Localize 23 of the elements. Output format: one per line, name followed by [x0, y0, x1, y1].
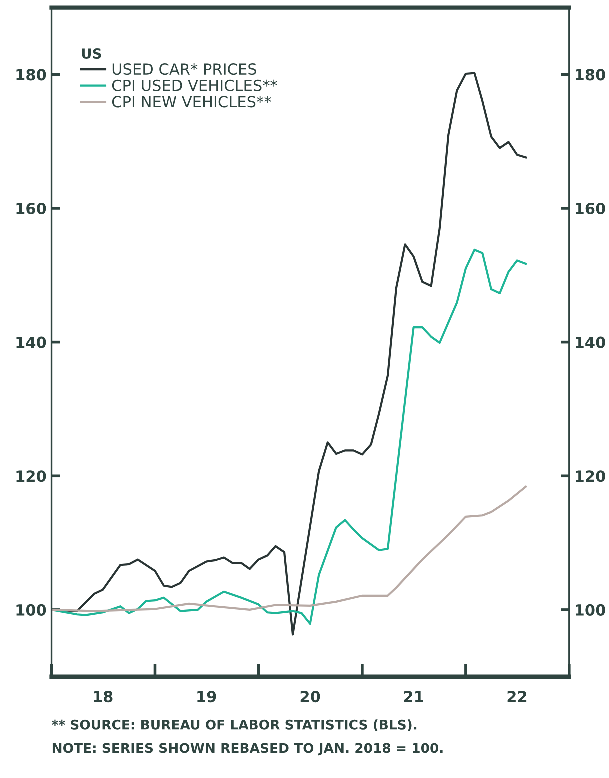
x-tick-label: 22 — [508, 691, 527, 702]
y2-tick-label: 100 — [576, 604, 606, 616]
text: NOTE: SERIES SHOWN REBASED TO JAN. 2018 = 100. — [52, 743, 443, 756]
legend-label: CPI NEW VEHICLES** — [112, 96, 272, 108]
x-tick-label: 18 — [94, 691, 113, 703]
y-tick-label: 180 — [16, 69, 46, 81]
y2-tick-label: 160 — [576, 202, 606, 215]
text: ** SOURCE: BUREAU OF LABOR STATISTICS (BLS). — [52, 720, 417, 732]
x-tick-label: 19 — [198, 691, 216, 703]
y-tick-label: 100 — [16, 604, 46, 616]
y2-tick-label: 120 — [576, 470, 606, 482]
x-tick-label: 20 — [300, 691, 320, 703]
y-tick-label: 140 — [16, 336, 46, 348]
y-tick-label: 120 — [16, 470, 46, 482]
line-series — [52, 486, 528, 612]
y2-tick-label: 140 — [576, 336, 606, 348]
y-tick-label: 160 — [16, 202, 46, 215]
legend-title: US — [82, 48, 102, 60]
legend-label: USED CAR* PRICES — [112, 64, 256, 76]
line-series — [52, 248, 528, 626]
x-tick-label: 21 — [404, 691, 424, 702]
y2-tick-label: 180 — [576, 69, 606, 81]
legend-label: CPI USED VEHICLES** — [112, 80, 278, 92]
